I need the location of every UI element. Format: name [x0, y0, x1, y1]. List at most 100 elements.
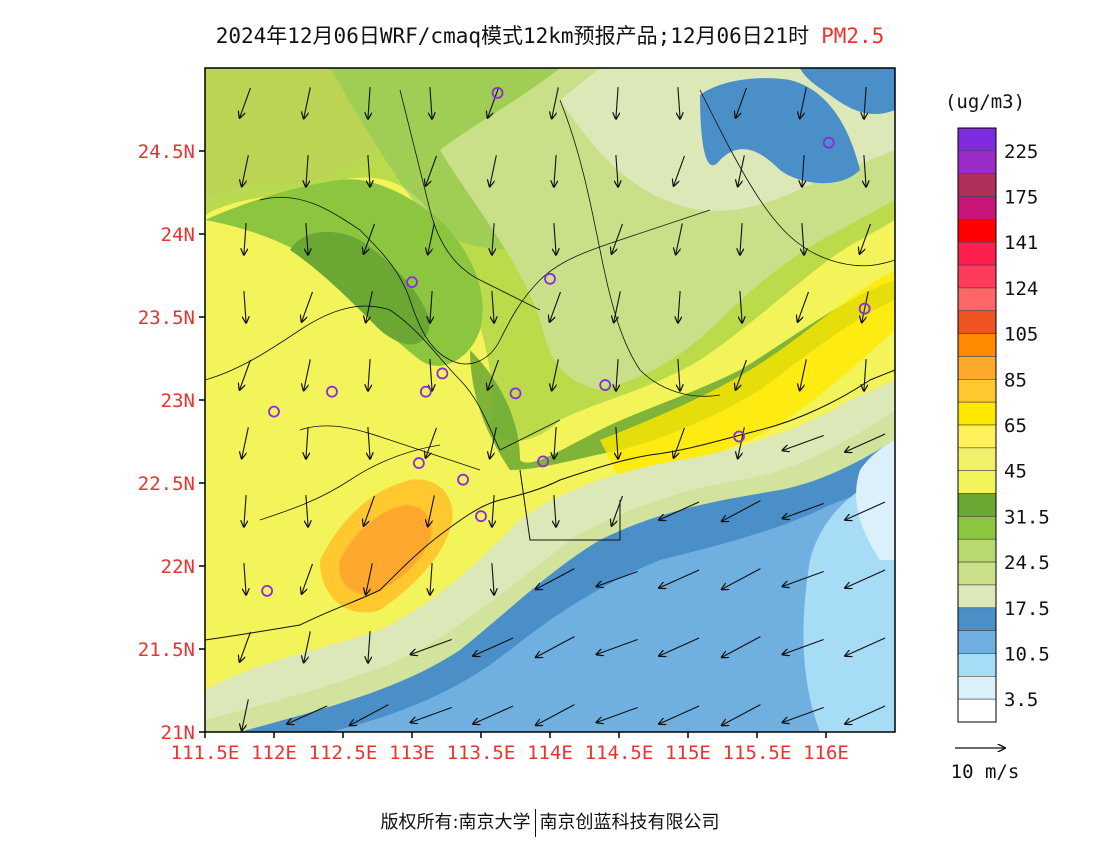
wind-arrow [306, 427, 308, 459]
footer-left: 版权所有:南京大学 [380, 812, 531, 833]
lon-label: 113E [389, 742, 435, 764]
legend-label: 3.5 [1004, 689, 1038, 711]
legend-swatch [957, 150, 997, 174]
wind-arrow [659, 705, 700, 724]
station-marker [537, 455, 549, 468]
wind-arrow [864, 359, 866, 391]
wind-arrow [304, 631, 311, 662]
station-marker [544, 272, 556, 285]
longitude-axis: 111.5E 112E 112.5E 113E 113.5E 114E 114.5E 115E… [171, 732, 849, 764]
wind-arrow [616, 359, 618, 391]
wind-arrow [782, 434, 824, 450]
wind-arrow [492, 495, 494, 527]
wind-arrow [678, 87, 680, 119]
concentration-field [205, 68, 895, 732]
wind-arrow [845, 501, 886, 520]
wind-arrow [554, 155, 556, 187]
wind-arrow [364, 495, 375, 526]
wind-arrow [659, 501, 700, 520]
wind-arrow [368, 155, 370, 187]
wind-arrow [368, 427, 370, 459]
wind-arrow [242, 155, 249, 186]
wind-arrow [364, 223, 375, 254]
legend-swatch [957, 584, 997, 609]
wind-arrow [596, 570, 638, 586]
wind-arrow [430, 291, 432, 323]
wind-arrow [368, 631, 370, 663]
wind-arrow [306, 223, 308, 255]
legend-label: 141 [1004, 232, 1038, 254]
lat-label: 21.5N [138, 639, 195, 661]
wind-arrow [242, 699, 249, 730]
wind-arrow [554, 495, 556, 527]
station-marker [733, 430, 745, 443]
legend-swatch [957, 173, 997, 197]
legend-label: 105 [1004, 324, 1038, 346]
legend-label: 124 [1004, 278, 1038, 300]
legend-swatch [957, 333, 997, 357]
wind-arrow [368, 359, 370, 391]
wind-arrow [596, 706, 638, 722]
wind-arrow [722, 704, 761, 726]
legend-swatch [957, 493, 997, 517]
wind-scale-label: 10 m/s [951, 761, 1020, 783]
wind-arrow [722, 568, 761, 590]
wind-arrow [845, 705, 886, 724]
wind-arrow [473, 705, 514, 724]
wind-arrow [782, 638, 824, 654]
wind-arrow [845, 637, 886, 656]
station-marker [419, 385, 432, 398]
lon-label: 113.5E [447, 742, 516, 764]
legend-swatch [957, 630, 997, 654]
station-marker [326, 385, 338, 398]
legend-swatch [957, 447, 997, 471]
wind-arrow [492, 223, 494, 255]
wind-arrow [722, 500, 761, 522]
legend-label: 65 [1004, 415, 1027, 437]
station-marker [858, 302, 871, 315]
wind-arrow [366, 563, 373, 594]
wind-arrow [554, 223, 556, 255]
wind-arrow [674, 155, 685, 186]
wind-arrow [410, 638, 452, 654]
lat-label: 24N [161, 224, 195, 246]
wind-arrow [554, 427, 556, 459]
station-marker [457, 473, 469, 486]
wind-arrow [430, 359, 432, 391]
legend-swatch [957, 424, 997, 449]
wind-arrow [244, 495, 246, 527]
wind-arrow [676, 223, 683, 254]
wind-arrow [488, 359, 499, 390]
wind-arrow [550, 291, 561, 322]
wind-arrow [410, 706, 452, 722]
wind-arrow [612, 495, 623, 526]
legend-swatch [957, 676, 997, 700]
wind-arrow [678, 359, 680, 391]
station-marker [268, 405, 280, 418]
wind-arrow [740, 223, 742, 255]
legend-unit: (ug/m3) [945, 91, 1025, 113]
legend-swatch [957, 561, 997, 586]
wind-arrow [302, 291, 313, 322]
wind-arrow [800, 359, 807, 390]
legend-swatch [957, 241, 997, 266]
legend-swatch [957, 607, 997, 631]
legend-swatch [957, 356, 997, 380]
wind-arrow [287, 705, 328, 724]
legend-label: 31.5 [1004, 506, 1050, 528]
station-marker [509, 387, 522, 400]
lat-label: 23N [161, 390, 195, 412]
wind-arrow [802, 155, 804, 187]
wind-arrow [740, 291, 742, 323]
station-marker [436, 367, 449, 380]
wind-arrow [473, 637, 514, 656]
wind-arrow [536, 568, 575, 590]
wind-arrow [536, 704, 575, 726]
lat-label: 22N [161, 556, 195, 578]
wind-arrow [306, 495, 308, 527]
wind-arrow [368, 87, 370, 119]
legend-label: 175 [1004, 187, 1038, 209]
station-marker [599, 379, 612, 391]
map-title: 2024年12月06日WRF/cmaq模式12km预报产品;12月06日21时 P… [0, 20, 1100, 50]
legend-swatch [957, 379, 997, 403]
